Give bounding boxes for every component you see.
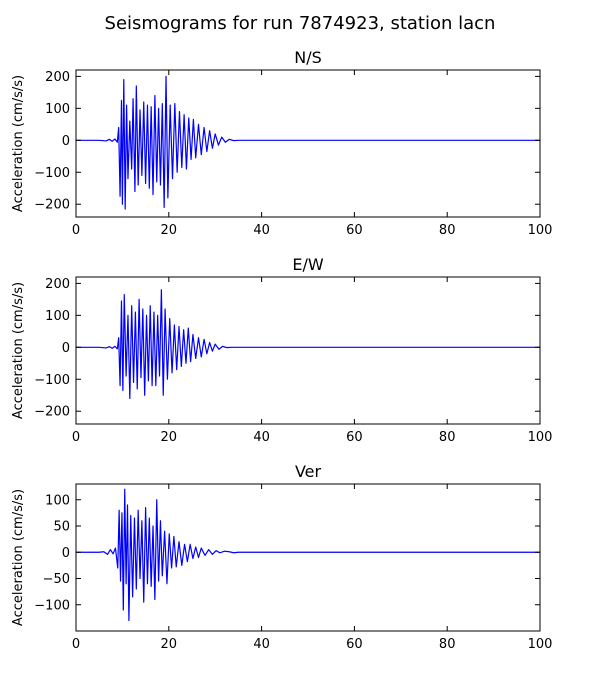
x-tick-label: 40 [253,430,270,445]
y-tick-label: 200 [45,70,70,85]
x-tick-label: 80 [439,223,456,238]
y-tick-label: −100 [34,166,70,181]
y-tick-label: −200 [34,198,70,213]
x-tick-label: 60 [346,637,363,652]
x-tick-label: 100 [528,637,553,652]
y-axis-label: Acceleration (cm/s/s) [11,75,26,212]
plot-frame [75,276,541,425]
chart-panel-2: 0 20 40 60 80 100 −200 −100 0 100 200 E/W Accelerati… [11,255,552,445]
y-tick-label: −100 [34,598,70,613]
y-tick-label: −100 [34,373,70,388]
y-tick-label: 0 [62,134,70,149]
plot-frame [75,69,541,218]
x-tick-label: 80 [439,637,456,652]
chart-title: E/W [292,255,324,274]
x-tick-label: 100 [528,430,553,445]
y-tick-label: 200 [45,277,70,292]
y-axis-label: Acceleration (cm/s/s) [11,282,26,419]
y-tick-label: 0 [62,546,70,561]
chart-panel-1: 0 20 40 60 80 100 −200 −100 0 100 200 N/S Accelerati… [11,48,552,238]
x-tick-label: 20 [161,223,178,238]
x-tick-label: 20 [161,430,178,445]
plot-frame [75,483,541,632]
y-tick-label: 100 [45,309,70,324]
series-line-2-1 [76,289,540,400]
y-axis-label: Acceleration (cm/s/s) [11,489,26,626]
x-tick-label: 40 [253,223,270,238]
y-tick-label: −50 [43,572,70,587]
y-tick-label: −200 [34,405,70,420]
x-tick-label: 20 [161,637,178,652]
series-line-3-1 [76,488,540,622]
x-tick-label: 60 [346,430,363,445]
y-tick-label: 0 [62,341,70,356]
x-tick-label: 0 [72,430,80,445]
y-tick-label: 50 [53,520,70,535]
series-line-1-1 [76,75,540,210]
x-tick-label: 40 [253,637,270,652]
y-tick-label: 100 [45,493,70,508]
x-tick-label: 80 [439,430,456,445]
x-tick-label: 0 [72,223,80,238]
y-tick-label: 100 [45,102,70,117]
chart-panel-3: 0 20 40 60 80 100 −100 −50 0 50 100 Ver Acceleration… [11,462,552,652]
x-tick-label: 0 [72,637,80,652]
chart-title: N/S [294,48,322,67]
x-tick-label: 60 [346,223,363,238]
chart-title: Ver [295,462,322,481]
x-tick-label: 100 [528,223,553,238]
figure-title: Seismograms for run 7874923, station lac… [105,13,496,34]
